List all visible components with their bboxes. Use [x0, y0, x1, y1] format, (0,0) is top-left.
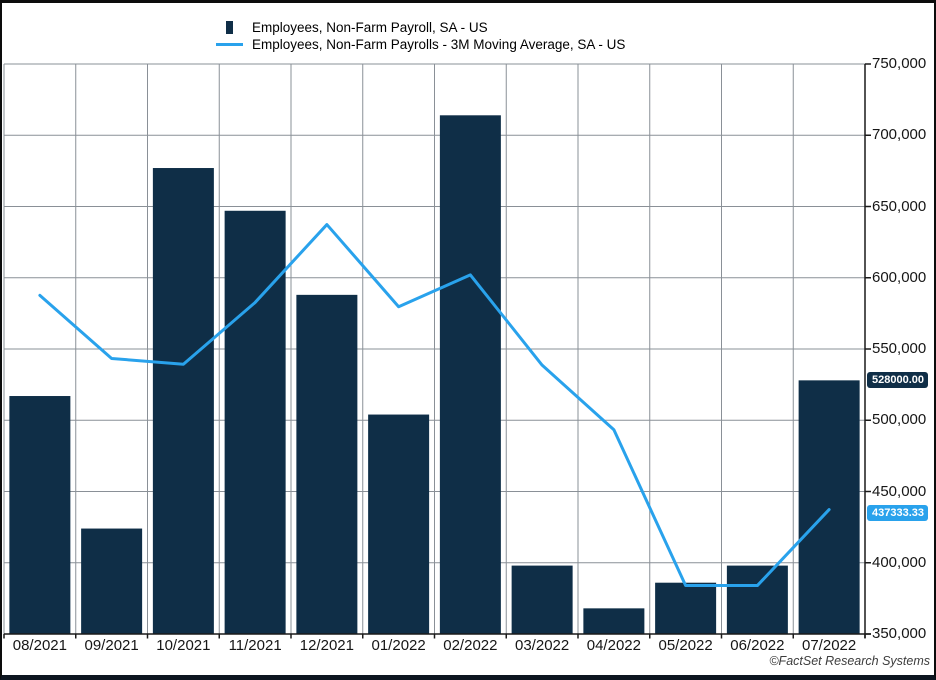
y-tick-label: 400,000	[872, 553, 927, 571]
legend: Employees, Non-Farm Payroll, SA - US Emp…	[216, 19, 625, 53]
bar-05/2022	[655, 582, 717, 634]
legend-marker-cell	[216, 21, 243, 34]
factset-credit: ©FactSet Research Systems	[769, 654, 930, 668]
bar-10/2021	[152, 168, 214, 634]
x-tick-label: 01/2022	[371, 637, 426, 654]
bar-08/2021	[9, 396, 71, 634]
legend-item-bar-series: Employees, Non-Farm Payroll, SA - US	[216, 19, 625, 36]
x-tick-label: 11/2021	[228, 637, 282, 654]
last-value-badge-line: 437333.33	[867, 504, 928, 521]
y-tick-label: 500,000	[872, 411, 927, 429]
y-tick-label: 700,000	[872, 126, 927, 144]
moving-average-line	[38, 223, 831, 588]
bar-series-marker-icon	[226, 21, 233, 34]
x-tick-label: 12/2021	[299, 637, 354, 654]
bar-03/2022	[511, 565, 573, 634]
x-tick-label: 09/2021	[84, 637, 139, 654]
y-tick-label: 550,000	[872, 340, 927, 357]
y-tick-label: 350,000	[872, 625, 927, 642]
bar-04/2022	[583, 608, 645, 634]
plot-area	[3, 63, 871, 639]
y-tick-label: 650,000	[872, 197, 927, 215]
bar-09/2021	[81, 528, 143, 634]
last-value-badge-bar: 528000.00	[867, 372, 928, 389]
x-tick-label: 07/2022	[802, 637, 857, 654]
bar-02/2022	[439, 115, 501, 635]
x-tick-label: 06/2022	[730, 637, 785, 654]
bar-11/2021	[224, 210, 286, 634]
legend-label-line-series: Employees, Non-Farm Payrolls - 3M Moving…	[252, 37, 626, 52]
legend-item-line-series: Employees, Non-Farm Payrolls - 3M Moving…	[216, 36, 625, 53]
bar-12/2021	[296, 294, 358, 634]
y-tick-label: 450,000	[872, 482, 927, 500]
y-tick-label: 750,000	[872, 55, 927, 72]
bar-07/2022	[798, 380, 860, 634]
x-tick-label: 10/2021	[156, 637, 211, 654]
x-tick-label: 02/2022	[443, 637, 498, 654]
x-tick-label: 03/2022	[515, 637, 570, 654]
legend-label-bar-series: Employees, Non-Farm Payroll, SA - US	[252, 20, 488, 35]
x-tick-label: 08/2021	[12, 637, 67, 654]
line-series-marker-icon	[216, 43, 243, 46]
x-tick-label: 05/2022	[658, 637, 713, 654]
bar-01/2022	[368, 414, 430, 634]
bar-06/2022	[726, 565, 788, 634]
x-tick-label: 04/2022	[586, 637, 641, 654]
y-tick-label: 600,000	[872, 268, 927, 286]
legend-marker-cell	[216, 43, 243, 46]
